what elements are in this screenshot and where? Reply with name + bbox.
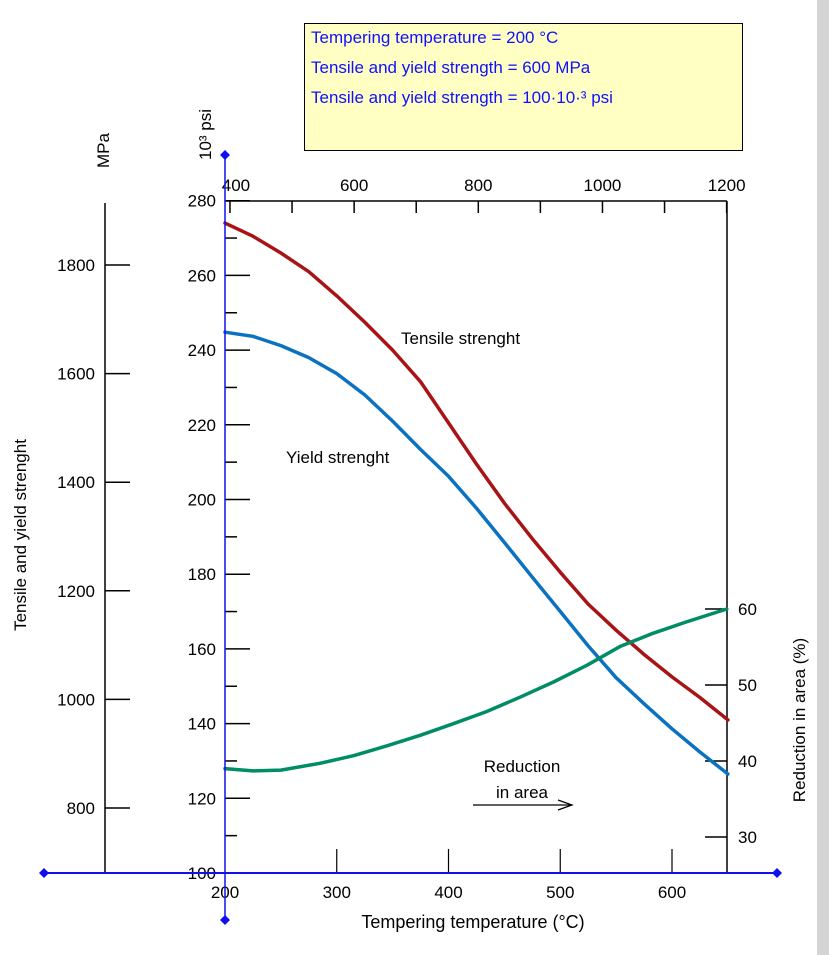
psi-axis-tick-label: 120 <box>188 789 216 808</box>
psi-axis-tick-label: 180 <box>188 565 216 584</box>
psi-axis-tick-label: 160 <box>188 640 216 659</box>
top-axis-tick-label: 1200 <box>708 176 746 195</box>
legend-line-mpa: Tensile and yield strength = 600 MPa <box>311 58 591 77</box>
annotation-in-area: in area <box>496 783 549 802</box>
mpa-axis-tick-label: 1000 <box>57 690 95 709</box>
psi-axis-tick-label: 220 <box>188 416 216 435</box>
percent-axis-tick-label: 60 <box>738 600 757 619</box>
top-axis-tick-label: 400 <box>222 176 250 195</box>
legend-line-temperature: Tempering temperature = 200 °C <box>311 28 559 47</box>
diamond-handle-icon[interactable] <box>220 150 230 160</box>
arrow-head-icon <box>557 799 574 811</box>
psi-axis-tick-label: 260 <box>188 266 216 285</box>
psi-axis-tick-label: 140 <box>188 715 216 734</box>
psi-axis-label: 10³ psi <box>196 109 215 160</box>
percent-axis-title: Reduction in area (%) <box>790 638 809 802</box>
psi-axis-tick-label: 240 <box>188 341 216 360</box>
x-axis-tick-label: 300 <box>323 883 351 902</box>
mpa-axis-tick-label: 1200 <box>57 582 95 601</box>
annotation-yield: Yield strenght <box>286 448 390 467</box>
mpa-axis-tick-label: 800 <box>67 799 95 818</box>
top-axis-tick-label: 1000 <box>584 176 622 195</box>
series-line-3 <box>223 607 729 773</box>
percent-axis-tick-label: 50 <box>738 676 757 695</box>
series-line-1 <box>223 221 730 722</box>
mpa-axis-title: Tensile and yield strenght <box>11 439 30 631</box>
annotation-tensile: Tensile strenght <box>401 329 520 348</box>
percent-axis-tick-label: 40 <box>738 752 757 771</box>
psi-axis-tick-label: 200 <box>188 491 216 510</box>
mpa-axis-tick-label: 1800 <box>57 256 95 275</box>
annotation-reduction: Reduction <box>484 757 561 776</box>
x-axis-tick-label: 500 <box>546 883 574 902</box>
top-axis-tick-label: 800 <box>464 176 492 195</box>
scrollbar[interactable] <box>817 0 829 955</box>
percent-axis-tick-label: 30 <box>738 828 757 847</box>
diamond-handle-icon[interactable] <box>772 868 782 878</box>
x-axis-title: Tempering temperature (°C) <box>361 912 584 932</box>
psi-axis-tick-label: 280 <box>188 192 216 211</box>
diamond-handle-icon[interactable] <box>220 915 230 925</box>
top-axis-tick-label: 600 <box>340 176 368 195</box>
mpa-axis-label: MPa <box>94 133 113 169</box>
diamond-handle-icon[interactable] <box>39 868 49 878</box>
mpa-axis-tick-label: 1600 <box>57 365 95 384</box>
mpa-axis-tick-label: 1400 <box>57 473 95 492</box>
x-axis-tick-label: 400 <box>434 883 462 902</box>
legend-box: Tempering temperature = 200 °C Tensile a… <box>304 23 743 151</box>
x-axis-tick-label: 600 <box>658 883 686 902</box>
legend-line-psi: Tensile and yield strength = 100·10·³ ps… <box>311 88 613 107</box>
series-line-2 <box>223 330 730 776</box>
